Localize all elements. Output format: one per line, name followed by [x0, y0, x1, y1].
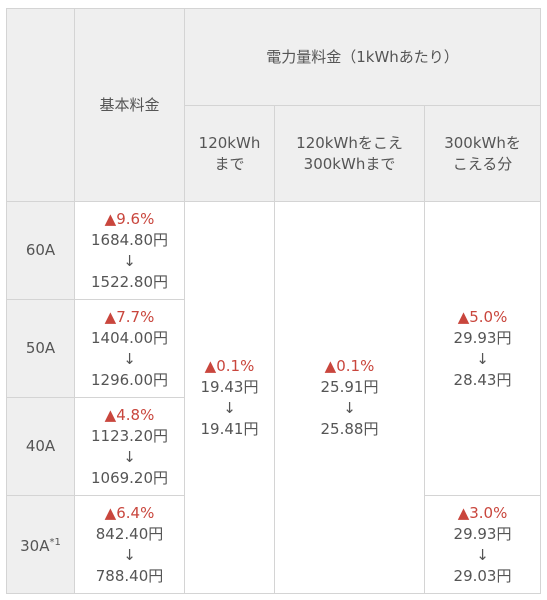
change: ▲6.4%: [104, 503, 155, 522]
cell: ▲0.1% 25.91円 ↓ 25.88円: [274, 201, 425, 594]
price-after: 19.41円: [200, 419, 259, 438]
cell: ▲9.6% 1684.80円 ↓ 1522.80円: [74, 201, 185, 300]
arrow: ↓: [476, 349, 489, 368]
price-after: 1069.20円: [90, 468, 169, 487]
header-line: 300kWhまで: [303, 154, 396, 173]
header-line: 120kWhをこえ: [296, 133, 403, 152]
row: 60A ▲9.6% 1684.80円 ↓ 1522.80円 ▲0.1% 19.43円 ↓ 1…: [6, 201, 542, 594]
row: 30A*1 ▲6.4% 842.40円 ↓ 788.40円 ▲3.0% 29.93円 ↓ 2…: [6, 495, 542, 594]
price-before: 1684.80円: [90, 230, 169, 249]
change: ▲3.0%: [457, 503, 508, 522]
row-label: 50A: [6, 299, 75, 398]
change: ▲4.8%: [104, 405, 155, 424]
arrow: ↓: [123, 251, 136, 270]
label-text: 30A: [20, 537, 50, 555]
header-row: 基本料金 電力量料金（1kWhあたり）: [6, 8, 542, 202]
arrow: ↓: [123, 545, 136, 564]
header-cell: 電力量料金（1kWhあたり）: [183, 8, 542, 106]
cell: ▲3.0% 29.93円 ↓ 29.03円: [423, 495, 542, 594]
cell: ▲7.7% 1404.00円 ↓ 1296.00円: [74, 299, 185, 398]
row: 40A ▲4.8% 1123.20円 ↓ 1069.20円: [6, 397, 541, 496]
price-before: 1123.20円: [90, 426, 169, 445]
price-before: 25.91円: [320, 377, 379, 396]
row-label: 40A: [6, 397, 75, 496]
change: ▲5.0%: [457, 307, 508, 326]
price-after: 25.88円: [320, 419, 379, 438]
price-before: 29.93円: [453, 524, 512, 543]
price-before: 19.43円: [200, 377, 259, 396]
header-cell: 300kWhを こえる分: [423, 105, 542, 202]
header-line: まで: [214, 154, 245, 173]
header-line: こえる分: [452, 154, 513, 173]
cell: ▲6.4% 842.40円 ↓ 788.40円: [74, 495, 185, 594]
row-label: 30A*1: [6, 495, 75, 594]
change: ▲0.1%: [324, 356, 375, 375]
change: ▲0.1%: [204, 356, 255, 375]
arrow: ↓: [123, 447, 136, 466]
corner-cell: [6, 8, 75, 202]
header-line: 300kWhを: [444, 133, 521, 152]
price-after: 1296.00円: [90, 370, 169, 389]
note: *1: [49, 537, 61, 548]
price-after: 788.40円: [95, 566, 164, 585]
header-cell: 120kWh まで: [184, 105, 275, 202]
price-before: 29.93円: [453, 328, 512, 347]
cell: ▲4.8% 1123.20円 ↓ 1069.20円: [74, 397, 185, 496]
price-after: 28.43円: [453, 370, 512, 389]
arrow: ↓: [123, 349, 136, 368]
header-cell: 120kWhをこえ 300kWhまで: [274, 105, 425, 202]
change: ▲9.6%: [104, 209, 155, 228]
row-label: 60A: [6, 201, 75, 300]
arrow: ↓: [476, 545, 489, 564]
price-before: 842.40円: [95, 524, 164, 543]
price-after: 1522.80円: [90, 272, 169, 291]
change: ▲7.7%: [104, 307, 155, 326]
row: 50A ▲7.7% 1404.00円 ↓ 1296.00円: [6, 299, 541, 398]
arrow: ↓: [223, 398, 236, 417]
page: 基本料金 電力量料金（1kWhあたり） 120kWh まで 120kWhをこえ 30…: [0, 8, 547, 600]
header-row: 120kWh まで 120kWhをこえ 300kWhまで 300kWhを こえる分: [7, 105, 542, 202]
rate-table: 基本料金 電力量料金（1kWhあたり） 120kWh まで 120kWhをこえ 30…: [6, 8, 542, 594]
header-line: 120kWh: [198, 133, 261, 152]
price-before: 1404.00円: [90, 328, 169, 347]
cell: ▲5.0% 29.93円 ↓ 28.43円: [423, 201, 542, 496]
price-after: 29.03円: [453, 566, 512, 585]
arrow: ↓: [343, 398, 356, 417]
cell: ▲0.1% 19.43円 ↓ 19.41円: [184, 201, 275, 594]
header-cell: 基本料金: [74, 8, 185, 202]
